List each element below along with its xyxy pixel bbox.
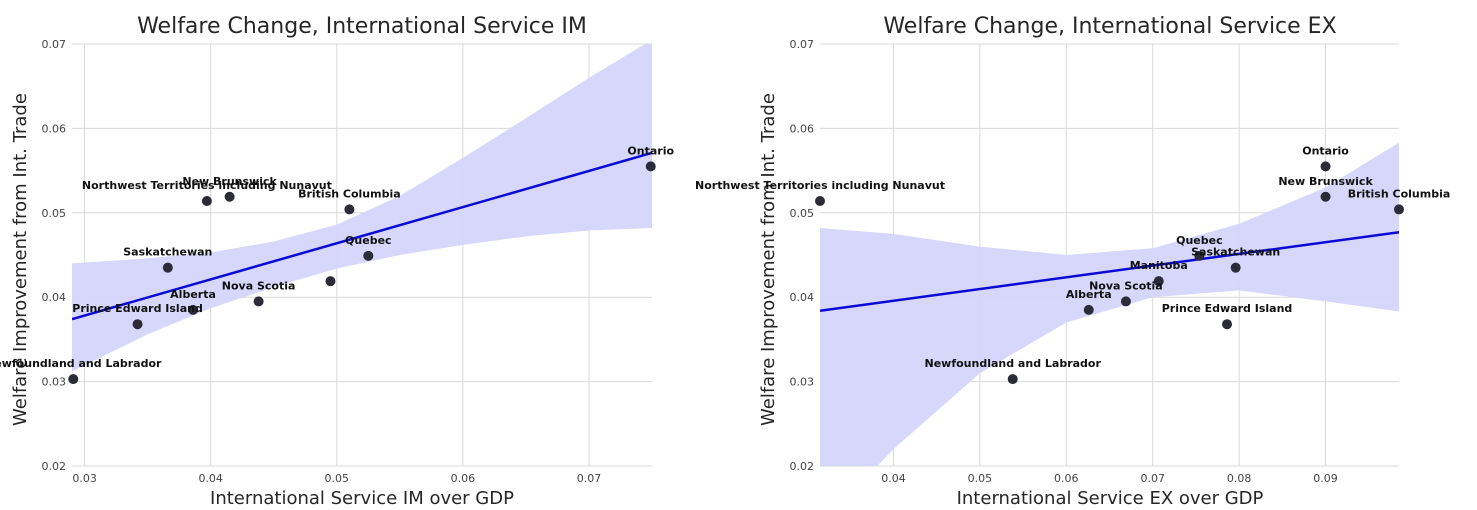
- y-tick-label: 0.06: [42, 122, 67, 135]
- data-point-new-brunswick: [1320, 191, 1331, 202]
- y-tick-label: 0.02: [42, 460, 67, 473]
- point-label-prince-edward-island: Prince Edward Island: [1162, 302, 1293, 315]
- data-point-northwest-territories-including-nunavut: [201, 195, 212, 206]
- data-point-nova-scotia: [1120, 296, 1131, 307]
- x-tick-label: 0.03: [72, 472, 97, 485]
- data-point-newfoundland-and-labrador: [68, 374, 79, 385]
- data-point-saskatchewan: [1230, 262, 1241, 273]
- point-label-newfoundland-and-labrador: Newfoundland and Labrador: [925, 357, 1102, 370]
- point-label-nova-scotia: Nova Scotia: [222, 279, 296, 292]
- point-label-northwest-territories-including-nunavut: Northwest Territories including Nunavut: [695, 179, 945, 192]
- data-point-saskatchewan: [162, 262, 173, 273]
- x-tick-label: 0.04: [881, 472, 906, 485]
- data-point-northwest-territories-including-nunavut: [815, 195, 825, 206]
- point-label-saskatchewan: Saskatchewan: [1191, 246, 1280, 259]
- chart-im: Welfare Change, International Service IM…: [0, 14, 674, 509]
- y-tick-label: 0.04: [790, 291, 815, 304]
- data-point-quebec: [1194, 250, 1205, 261]
- point-label-quebec: Quebec: [345, 234, 392, 247]
- data-point-prince-edward-island: [132, 319, 143, 330]
- data-point-nova-scotia: [253, 296, 264, 307]
- chart-title: Welfare Change, International Service IM: [137, 14, 587, 39]
- y-tick-label: 0.07: [790, 38, 815, 51]
- data-point-british-columbia: [1394, 204, 1404, 215]
- y-tick-label: 0.06: [790, 122, 815, 135]
- point-label-nova-scotia: Nova Scotia: [1089, 279, 1163, 292]
- x-axis-label: International Service EX over GDP: [956, 488, 1264, 509]
- x-tick-label: 0.06: [1054, 472, 1079, 485]
- data-point-ontario: [1320, 161, 1331, 172]
- data-point-british-columbia: [344, 204, 355, 215]
- data-point-newfoundland-and-labrador: [1007, 374, 1018, 385]
- point-label-newfoundland-and-labrador: Newfoundland and Labrador: [0, 357, 162, 370]
- point-label-saskatchewan: Saskatchewan: [123, 246, 212, 259]
- y-tick-label: 0.05: [42, 207, 67, 220]
- plot-area: 0.02 0.03 0.04 0.05 0.06 0.07 0.04 0.05 0.06 0.07…: [695, 38, 1451, 485]
- y-tick-label: 0.02: [790, 460, 815, 473]
- data-point-unlabeled: [325, 276, 336, 287]
- plot-area: 0.02 0.03 0.04 0.05 0.06 0.07 0.03 0.04 0.05 0.06…: [0, 38, 674, 485]
- data-point-quebec: [363, 250, 374, 261]
- chart-title: Welfare Change, International Service EX: [883, 14, 1337, 39]
- x-tick-label: 0.07: [1140, 472, 1165, 485]
- data-point-ontario: [645, 161, 656, 172]
- confidence-band: [820, 142, 1399, 466]
- x-axis-label: International Service IM over GDP: [210, 488, 514, 509]
- x-tick-label: 0.09: [1313, 472, 1338, 485]
- y-tick-label: 0.03: [42, 376, 67, 389]
- regression-line: [820, 230, 1399, 312]
- x-tick-label: 0.08: [1227, 472, 1252, 485]
- data-point-new-brunswick: [224, 191, 235, 202]
- x-tick-label: 0.05: [325, 472, 350, 485]
- point-label-new-brunswick: New Brunswick: [182, 175, 277, 188]
- point-label-ontario: Ontario: [1302, 144, 1349, 157]
- y-tick-label: 0.07: [42, 38, 67, 51]
- x-tick-label: 0.06: [451, 472, 476, 485]
- data-point-alberta: [188, 304, 199, 315]
- x-tick-label: 0.07: [577, 472, 602, 485]
- point-label-new-brunswick: New Brunswick: [1278, 175, 1373, 188]
- point-label-ontario: Ontario: [627, 144, 674, 157]
- data-point-prince-edward-island: [1222, 319, 1233, 330]
- point-label-british-columbia: British Columbia: [1348, 187, 1451, 200]
- x-tick-label: 0.05: [968, 472, 993, 485]
- y-tick-label: 0.05: [790, 207, 815, 220]
- y-tick-label: 0.03: [790, 376, 815, 389]
- confidence-band: [72, 44, 652, 372]
- point-label-northwest-territories-including-nunavut: Northwest Territories including Nunavut: [82, 179, 332, 192]
- regression-line: [72, 151, 652, 321]
- point-label-quebec: Quebec: [1176, 234, 1223, 247]
- point-label-british-columbia: British Columbia: [298, 187, 401, 200]
- data-point-manitoba: [1153, 276, 1164, 287]
- data-point-alberta: [1083, 304, 1094, 315]
- x-tick-label: 0.04: [198, 472, 223, 485]
- chart-ex: Welfare Change, International Service EX…: [695, 0, 1477, 510]
- point-label-alberta: Alberta: [1066, 288, 1112, 301]
- point-label-manitoba: Manitoba: [1130, 259, 1188, 272]
- y-tick-label: 0.04: [42, 291, 67, 304]
- point-label-prince-edward-island: Prince Edward Island: [72, 302, 203, 315]
- point-label-alberta: Alberta: [170, 288, 216, 301]
